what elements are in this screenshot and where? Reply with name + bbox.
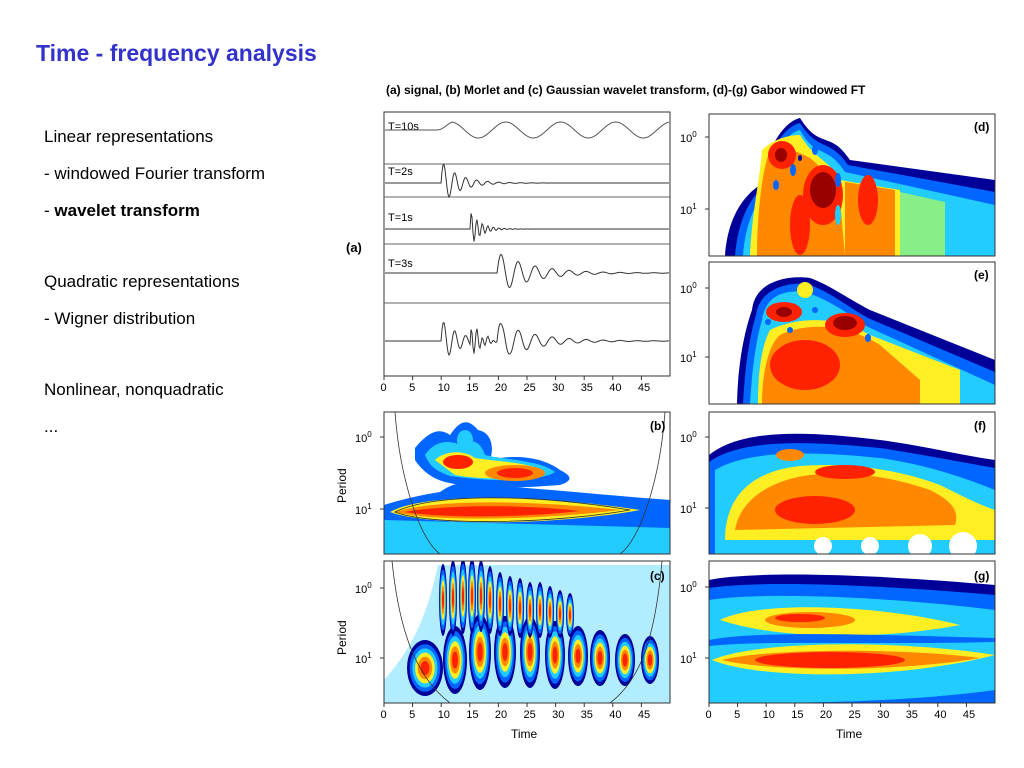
x-axis-label-right: Time xyxy=(836,727,863,741)
panel-d-label: (d) xyxy=(974,120,989,134)
x-g-tick-label: 5 xyxy=(734,709,740,721)
bullet-prefix: - xyxy=(44,201,55,220)
panel-c-label: (c) xyxy=(650,569,665,583)
signal-trace-t2 xyxy=(385,163,669,199)
x-g-tick-label: 30 xyxy=(877,709,889,721)
x-a-tick-label: 40 xyxy=(609,382,621,394)
signal-trace-t1 xyxy=(385,213,669,242)
panel-e xyxy=(708,261,996,405)
y-tick-label: 101 xyxy=(680,501,697,516)
y-tick-label: 100 xyxy=(680,130,697,145)
panel-frame xyxy=(708,411,996,555)
x-a-tick-label: 5 xyxy=(409,382,415,394)
y-tick-label: 101 xyxy=(355,651,372,666)
y-axis-label-b: Period xyxy=(335,468,349,503)
bullet-windowed-fourier: - windowed Fourier transform xyxy=(44,164,266,183)
panel-f xyxy=(708,411,996,555)
bullet-wavelet-transform: - wavelet transform xyxy=(44,200,265,237)
x-g-tick-label: 15 xyxy=(791,709,803,721)
figure-caption: (a) signal, (b) Morlet and (c) Gaussian … xyxy=(386,83,866,97)
x-c-tick-label: 40 xyxy=(609,709,621,721)
y-tick-label: 100 xyxy=(680,281,697,296)
x-axis-label-left: Time xyxy=(511,727,538,741)
y-tick-label: 101 xyxy=(680,202,697,217)
y-tick-label: 101 xyxy=(680,350,697,365)
signal-trace-t3 xyxy=(385,253,669,288)
panel-a: (a) T=10s T=2s T=1s T=3s xyxy=(346,111,671,377)
x-c-tick-label: 20 xyxy=(495,709,507,721)
bullet-list: Linear representations - windowed Fourie… xyxy=(44,126,265,453)
x-c-tick-label: 25 xyxy=(524,709,536,721)
x-g-tick-label: 10 xyxy=(763,709,775,721)
x-c-tick-label: 45 xyxy=(638,709,650,721)
signal-label-t10: T=10s xyxy=(388,121,419,133)
signal-label-t1: T=1s xyxy=(388,212,413,224)
x-c-tick-label: 30 xyxy=(552,709,564,721)
slide-title: Time - frequency analysis xyxy=(36,40,317,66)
panel-c xyxy=(383,560,671,704)
x-g-tick-label: 0 xyxy=(706,709,712,721)
signal-label-t3: T=3s xyxy=(388,258,413,270)
x-a-tick-label: 20 xyxy=(495,382,507,394)
x-g-tick-label: 35 xyxy=(906,709,918,721)
x-a-tick-label: 0 xyxy=(381,382,387,394)
y-tick-label: 101 xyxy=(680,651,697,666)
y-tick-label: 101 xyxy=(355,502,372,517)
bullet-ellipsis: ... xyxy=(44,417,59,436)
y-axis-label-c: Period xyxy=(335,620,349,655)
x-a-tick-label: 45 xyxy=(638,382,650,394)
panel-b-label: (b) xyxy=(650,419,665,433)
x-a-tick-label: 25 xyxy=(524,382,536,394)
x-c-tick-label: 10 xyxy=(438,709,450,721)
panel-e-label: (e) xyxy=(974,268,989,282)
panel-b xyxy=(383,411,671,555)
y-tick-label: 100 xyxy=(680,580,697,595)
x-g-tick-label: 45 xyxy=(963,709,975,721)
panel-f-label: (f) xyxy=(974,419,986,433)
x-c-tick-label: 15 xyxy=(466,709,478,721)
x-a-tick-label: 30 xyxy=(552,382,564,394)
x-c-tick-label: 0 xyxy=(381,709,387,721)
panel-g-label: (g) xyxy=(974,569,989,583)
panel-frame xyxy=(708,261,996,405)
signal-label-t2: T=2s xyxy=(388,166,413,178)
y-tick-label: 100 xyxy=(680,430,697,445)
y-tick-label: 100 xyxy=(355,581,372,596)
x-g-tick-label: 40 xyxy=(934,709,946,721)
x-a-tick-label: 15 xyxy=(466,382,478,394)
x-g-tick-label: 20 xyxy=(820,709,832,721)
panel-a-label: (a) xyxy=(346,240,362,255)
panel-frame xyxy=(708,113,996,257)
signal-trace-t10 xyxy=(385,121,670,139)
bullet-nonlinear: Nonlinear, nonquadratic xyxy=(44,380,224,399)
signal-trace-sum xyxy=(385,321,669,357)
bullet-linear-representations: Linear representations xyxy=(44,127,214,146)
panel-g xyxy=(708,560,996,704)
panel-d xyxy=(708,113,996,257)
x-a-tick-label: 10 xyxy=(438,382,450,394)
bullet-wigner: - Wigner distribution xyxy=(44,309,196,328)
x-c-tick-label: 5 xyxy=(409,709,415,721)
y-tick-label: 100 xyxy=(355,430,372,445)
bullet-bold-text: wavelet transform xyxy=(54,201,200,220)
x-a-tick-label: 35 xyxy=(581,382,593,394)
x-c-tick-label: 35 xyxy=(581,709,593,721)
bullet-quadratic-representations: Quadratic representations xyxy=(44,272,240,291)
x-g-tick-label: 25 xyxy=(849,709,861,721)
panel-frame xyxy=(383,411,671,555)
